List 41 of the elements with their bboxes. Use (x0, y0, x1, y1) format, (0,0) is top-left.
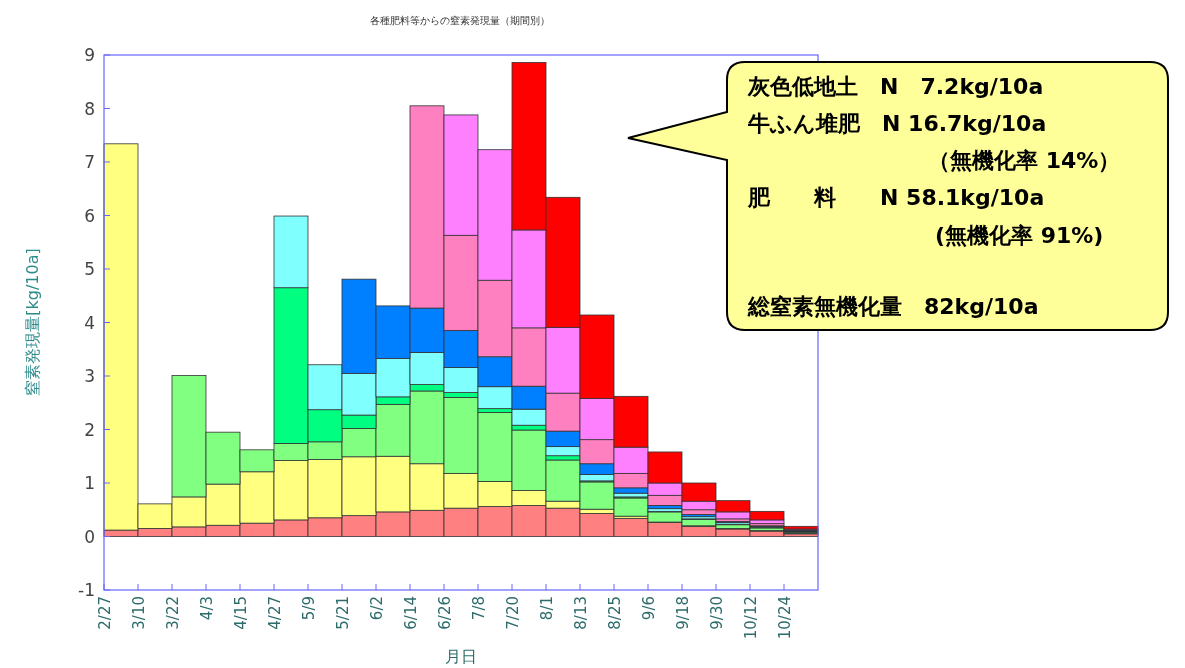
annotation: 総窒素無機化量 82kg/10a (747, 294, 1039, 319)
y-tick-label: 2 (84, 419, 95, 440)
y-tick-label: 5 (84, 259, 95, 279)
x-tick-label: 7/8 (470, 596, 488, 621)
x-tick-label: 6/2 (368, 596, 386, 621)
x-tick-label: 7/20 (504, 596, 522, 630)
x-tick-label: 5/9 (300, 596, 318, 621)
y-tick-label: 0 (84, 526, 95, 547)
text: (無機化率 91%) (935, 223, 1104, 248)
x-tick-label: 9/30 (708, 596, 726, 630)
y-tick-label: 4 (84, 312, 95, 333)
y-tick-label: -1 (78, 580, 95, 600)
x-tick-label: 5/21 (334, 596, 352, 630)
x-tick-label: 8/25 (606, 596, 624, 630)
annotation: 肥 料 N 58.1kg/10a (747, 185, 1045, 210)
y-tick-label: 9 (84, 45, 95, 65)
x-tick-label: 2/27 (96, 596, 114, 630)
y-tick-label: 8 (84, 98, 95, 119)
y-axis-title: 窒素発現量[kg/10a] (23, 248, 42, 396)
annotation: 牛ふん堆肥 N 16.7kg/10a (747, 111, 1047, 136)
x-tick-label: 6/14 (402, 596, 420, 630)
text: （無機化率 14%） (928, 148, 1121, 173)
x-tick-label: 8/13 (572, 596, 590, 630)
x-tick-label: 10/24 (776, 596, 794, 640)
y-tick-label: 7 (84, 152, 95, 172)
y-tick-label: 3 (84, 366, 95, 386)
x-tick-label: 9/6 (640, 596, 658, 621)
x-tick-label: 9/18 (674, 596, 692, 630)
x-tick-label: 8/1 (538, 596, 556, 621)
y-tick-label: 1 (84, 473, 95, 493)
x-tick-label: 3/22 (164, 596, 182, 630)
chart-title: 各種肥料等からの窒素発現量（期間別） (370, 15, 550, 26)
x-tick-label: 3/10 (130, 596, 148, 630)
x-tick-label: 10/12 (742, 596, 760, 640)
x-tick-label: 4/15 (232, 596, 250, 630)
x-tick-label: 6/26 (436, 596, 454, 630)
y-tick-label: 6 (84, 205, 95, 226)
x-tick-label: 4/3 (198, 596, 216, 621)
annotation: 灰色低地土 N 7.2kg/10a (747, 74, 1044, 99)
x-tick-label: 4/27 (266, 596, 284, 630)
x-axis-title: 月日 (445, 647, 477, 666)
